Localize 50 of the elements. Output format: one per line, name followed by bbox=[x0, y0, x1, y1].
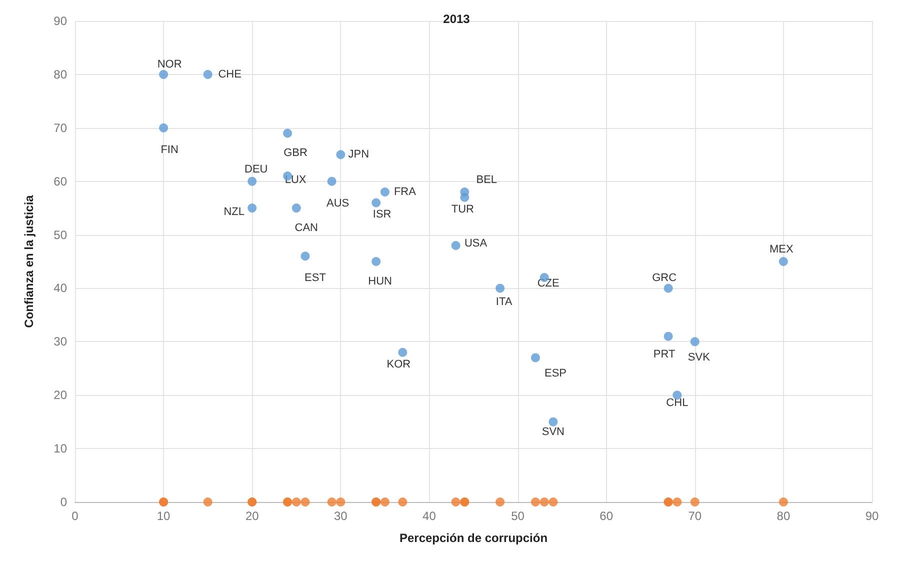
annotation: AUS bbox=[326, 197, 350, 210]
annotation: CAN bbox=[294, 222, 318, 234]
y-tick-label: 80 bbox=[54, 67, 68, 82]
annotation: BEL bbox=[476, 174, 498, 186]
annotation: USA bbox=[464, 237, 488, 250]
x-axis-title: Percepción de corrupción bbox=[399, 531, 548, 545]
x-tick-label: 90 bbox=[865, 509, 879, 523]
annotation: EST bbox=[304, 272, 326, 284]
y-tick-label: 0 bbox=[60, 495, 68, 509]
annotation: ISR bbox=[372, 208, 392, 221]
annotation: FIN bbox=[160, 144, 178, 156]
x-tick-label: 30 bbox=[334, 509, 348, 523]
y-tick-label: 30 bbox=[54, 334, 68, 349]
y-axis-title: Confianza en la justicia bbox=[22, 194, 36, 328]
annotation: ITA bbox=[496, 296, 513, 308]
x-tick-label: 70 bbox=[688, 509, 702, 523]
annotation: CHE bbox=[218, 68, 242, 80]
y-tick-label: 90 bbox=[54, 14, 68, 28]
y-tick-label: 70 bbox=[54, 120, 68, 135]
x-tick-label: 20 bbox=[245, 509, 260, 523]
annotation: LUX bbox=[284, 174, 307, 186]
x-tick-label: 40 bbox=[422, 509, 436, 523]
annotation: ESP bbox=[544, 368, 566, 380]
annotation: SVN bbox=[542, 426, 565, 438]
annotation: CHL bbox=[666, 397, 688, 410]
x-tick-label: 10 bbox=[156, 509, 171, 523]
annotation: TUR bbox=[451, 203, 474, 216]
x-tick-label: 50 bbox=[511, 509, 525, 523]
x-tick-label: 0 bbox=[72, 509, 79, 523]
annotation: NZL bbox=[224, 206, 244, 218]
annotation: SVK bbox=[688, 352, 711, 364]
annotation: FRA bbox=[394, 186, 417, 198]
annotation: HUN bbox=[368, 276, 392, 288]
y-tick-label: 40 bbox=[54, 281, 68, 296]
annotation: CZE bbox=[537, 278, 560, 290]
x-tick-label: 60 bbox=[600, 509, 614, 523]
chart-title: 2013 bbox=[443, 12, 470, 26]
y-tick-label: 20 bbox=[54, 388, 68, 402]
y-tick-label: 60 bbox=[54, 174, 68, 188]
y-tick-label: 10 bbox=[54, 442, 68, 456]
annotation: MEX bbox=[770, 244, 794, 256]
x-tick-label: 80 bbox=[776, 509, 790, 523]
annotation: KOR bbox=[386, 358, 411, 370]
annotation: PRT bbox=[653, 348, 676, 360]
annotation: GBR bbox=[284, 147, 308, 160]
y-tick-label: 50 bbox=[54, 228, 68, 242]
annotation: NOR bbox=[157, 58, 182, 70]
annotation: JPN bbox=[348, 148, 370, 161]
annotation: DEU bbox=[244, 163, 268, 176]
annotation: GRC bbox=[652, 272, 677, 284]
